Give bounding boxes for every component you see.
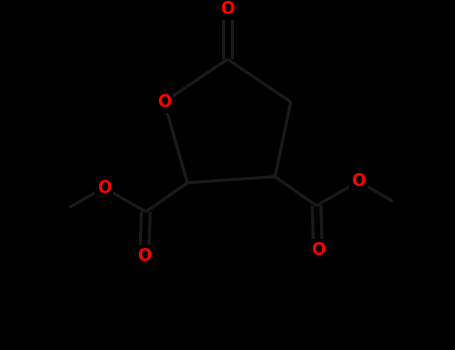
Text: O: O: [220, 0, 235, 18]
Text: O: O: [351, 173, 365, 190]
Text: O: O: [311, 241, 325, 259]
Text: O: O: [157, 93, 171, 111]
Text: O: O: [97, 178, 111, 197]
Text: O: O: [137, 247, 152, 265]
